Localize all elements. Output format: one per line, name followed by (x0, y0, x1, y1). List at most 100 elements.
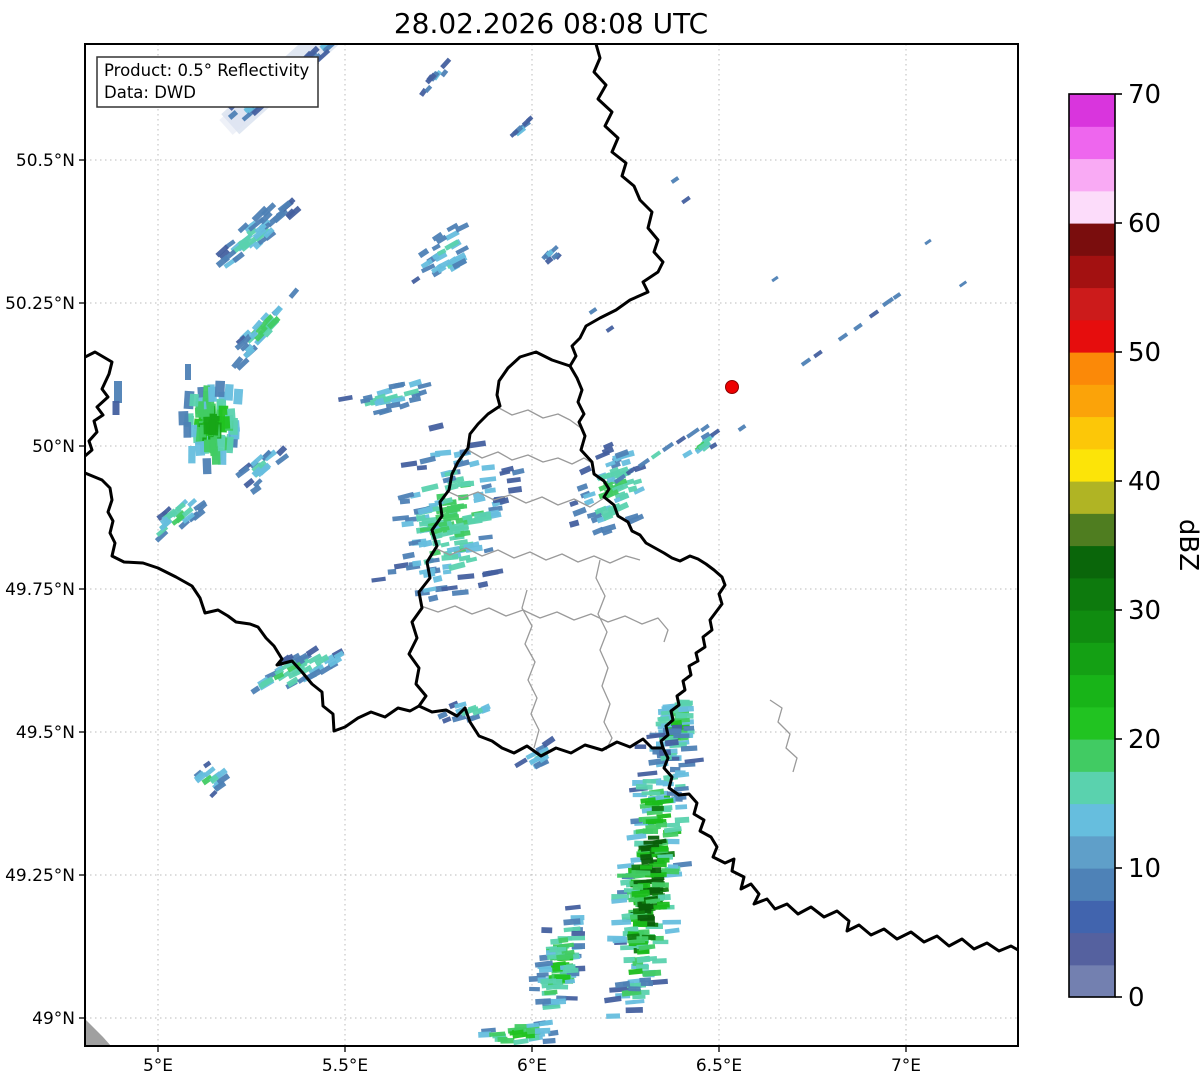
colorbar-tick-label: 10 (1128, 854, 1161, 884)
echo-cluster (250, 645, 345, 695)
colorbar-tick-label: 30 (1128, 596, 1161, 626)
y-tick-label: 49.75°N (5, 580, 75, 600)
echo-dash (771, 275, 779, 283)
colorbar-segment (1069, 642, 1115, 676)
annotation-frame (96, 56, 319, 108)
range-edge-wedge (85, 1019, 111, 1046)
colorbar-frame (1068, 93, 1116, 998)
echo-cluster (178, 380, 244, 475)
y-tick-label: 49.25°N (5, 866, 75, 886)
colorbar-segment (1069, 771, 1115, 805)
regional-border (448, 491, 605, 508)
y-tick-label: 50°N (32, 437, 75, 457)
national-border (568, 364, 727, 750)
regional-border (595, 559, 613, 751)
echo-cluster (514, 735, 556, 770)
radar-range-edge-wedge (85, 1019, 111, 1046)
echo-dash (700, 423, 710, 433)
echo-cluster (235, 445, 290, 495)
colorbar-segment (1069, 384, 1115, 418)
y-tick-label: 49°N (32, 1009, 75, 1029)
colorbar-tick-label: 40 (1128, 467, 1161, 497)
colorbar-segment (1069, 932, 1115, 966)
national-border (463, 706, 665, 758)
echo-dash (837, 332, 849, 342)
plot-frame (84, 43, 1019, 1047)
echo-dash (924, 238, 932, 246)
echo-dash (681, 195, 691, 205)
colorbar-segment (1069, 416, 1115, 450)
product-annotation-box: Product: 0.5° Reflectivity Data: DWD (96, 56, 319, 108)
echo-dash (588, 307, 598, 315)
annotation-product-line: Product: 0.5° Reflectivity (104, 61, 310, 80)
echo-dash (661, 441, 675, 453)
colorbar-tick-label: 60 (1128, 209, 1161, 239)
colorbar-segment (1069, 739, 1115, 772)
regional-border (521, 589, 540, 749)
colorbar-segment (1069, 255, 1115, 289)
y-tick-label: 49.5°N (16, 723, 75, 743)
echo-cluster (509, 115, 534, 138)
echo-dash (637, 457, 651, 469)
colorbar-segment (1069, 287, 1115, 321)
echo-dash (650, 450, 662, 460)
colorbar-segment (1069, 481, 1115, 514)
echo-dash (112, 401, 120, 415)
national-border (407, 350, 572, 718)
regional-border (434, 547, 641, 564)
echo-cluster (411, 222, 470, 285)
colorbar-tick-label: 0 (1128, 983, 1145, 1013)
echo-dash (868, 309, 880, 319)
echo-dash (958, 280, 968, 288)
colorbar-segment (1069, 190, 1115, 224)
echo-dash (737, 424, 747, 432)
regional-border (420, 605, 669, 643)
red-site-marker (725, 380, 739, 394)
echo-cluster (437, 700, 491, 724)
colorbar-segment (1069, 964, 1115, 998)
echo-dash (813, 349, 823, 359)
echo-dash (605, 325, 615, 333)
echo-dash (185, 364, 191, 380)
echo-cluster (371, 422, 525, 603)
colorbar-segment (1069, 610, 1115, 643)
colorbar-segment (1069, 803, 1115, 837)
echo-dash (892, 292, 902, 300)
echo-dash (800, 357, 812, 367)
y-tick-label: 50.5°N (16, 151, 75, 171)
graticule-gridlines (85, 44, 1018, 1046)
colorbar-segment (1069, 319, 1115, 353)
y-tick-label: 50.25°N (5, 294, 75, 314)
echo-cluster (541, 245, 562, 265)
echo-dash (670, 176, 680, 184)
figure-title: 28.02.2026 08:08 UTC (394, 7, 708, 40)
colorbar: 0 10 20 30 40 50 60 70 (1068, 80, 1161, 1013)
echo-cluster (682, 431, 718, 459)
colorbar-tick-label: 50 (1128, 338, 1161, 368)
echo-cluster (528, 904, 586, 1011)
national-border (661, 746, 1018, 953)
echo-dash (114, 381, 122, 403)
colorbar-tick-label: 20 (1128, 725, 1161, 755)
echo-dash (625, 466, 637, 476)
colorbar-segment (1069, 352, 1115, 385)
axis-ticks (79, 159, 907, 1052)
echo-dash (613, 473, 627, 485)
colorbar-segment (1069, 900, 1115, 934)
echo-cluster (215, 197, 302, 269)
echo-cluster (568, 441, 647, 536)
echo-cluster (231, 287, 300, 371)
x-tick-label: 5.5°E (322, 1056, 368, 1076)
echo-dash (881, 296, 895, 308)
colorbar-segment (1069, 577, 1115, 611)
echo-dash (675, 435, 687, 445)
national-border (568, 44, 665, 368)
echo-cluster (419, 57, 452, 97)
colorbar-segment (1069, 513, 1115, 547)
echo-cluster (604, 724, 704, 1019)
echo-cluster (478, 1019, 559, 1046)
echo-dash (686, 427, 700, 439)
national-border (85, 471, 421, 733)
